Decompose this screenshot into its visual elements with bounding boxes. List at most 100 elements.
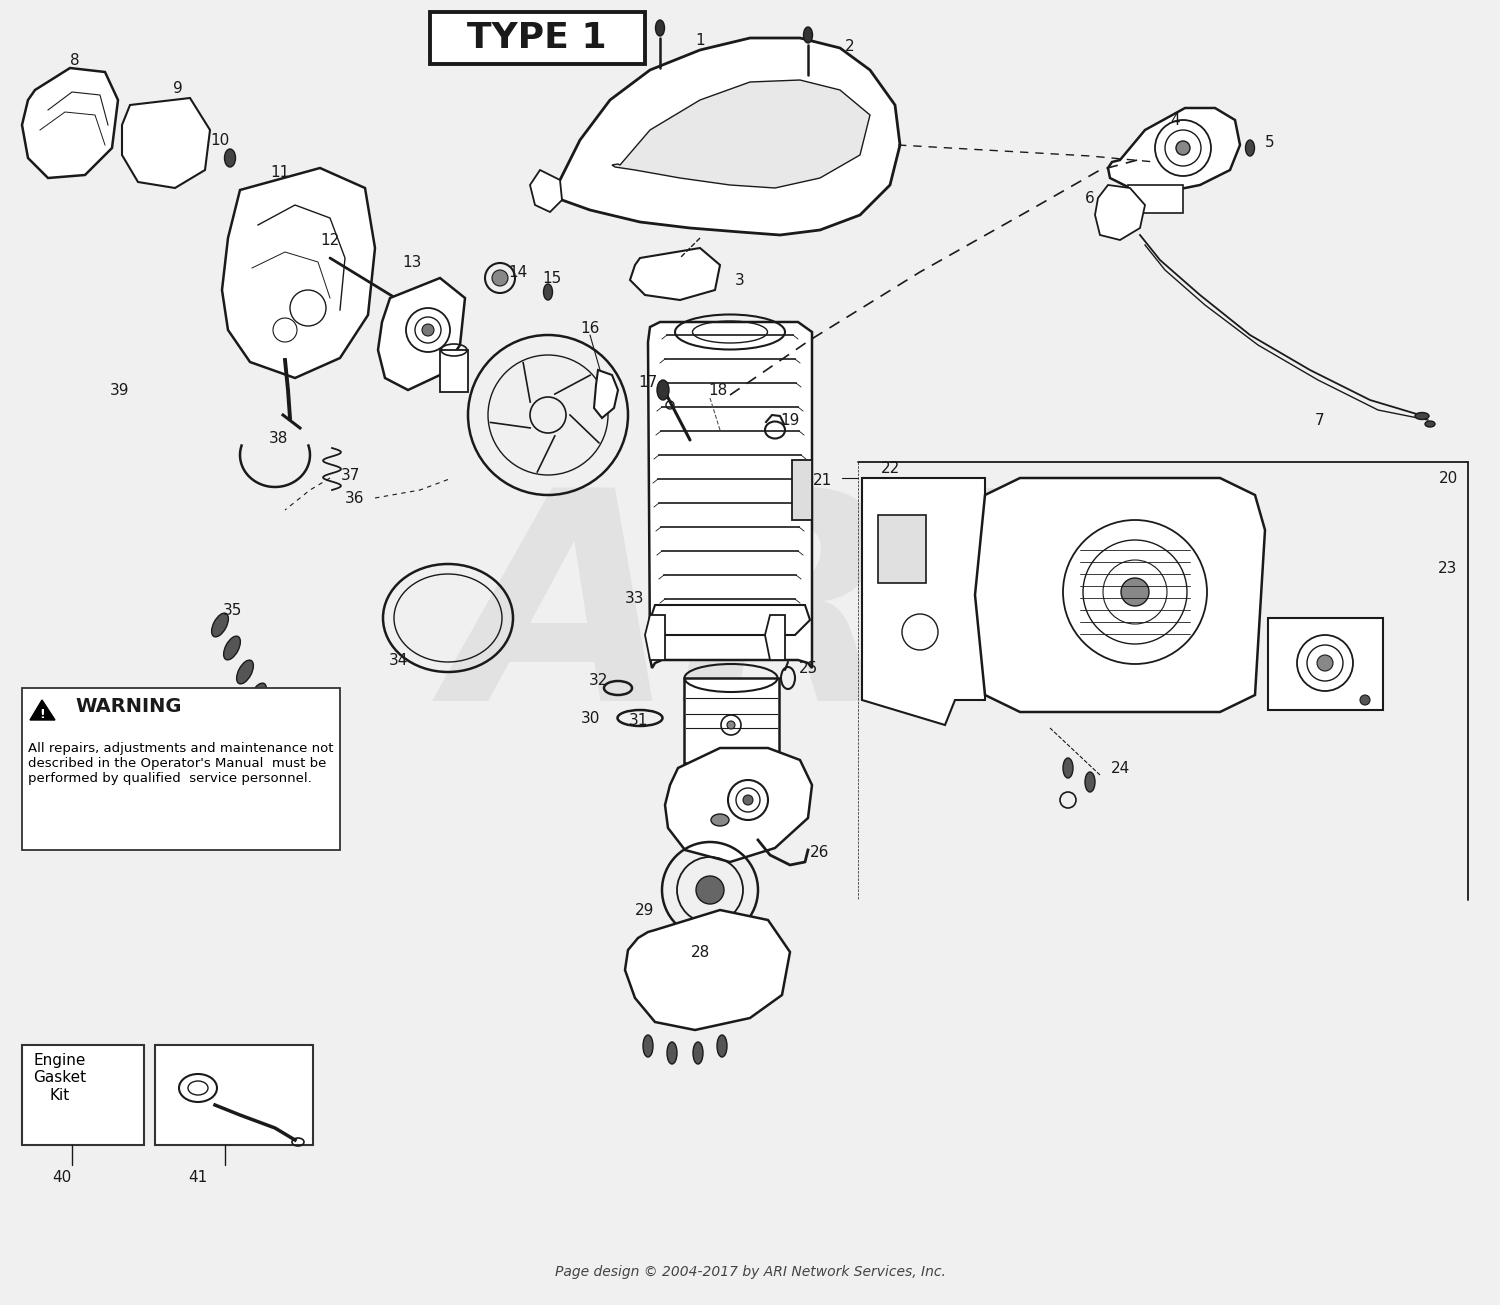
Polygon shape xyxy=(648,322,812,668)
Polygon shape xyxy=(555,38,900,235)
Text: Page design © 2004-2017 by ARI Network Services, Inc.: Page design © 2004-2017 by ARI Network S… xyxy=(555,1265,945,1279)
Text: 12: 12 xyxy=(321,232,339,248)
Text: 36: 36 xyxy=(345,491,364,505)
Text: 38: 38 xyxy=(268,431,288,445)
Bar xyxy=(22,1045,144,1144)
Text: 10: 10 xyxy=(210,133,230,147)
Bar xyxy=(684,679,778,763)
Circle shape xyxy=(1120,578,1149,606)
Bar xyxy=(154,1045,314,1144)
Text: 2: 2 xyxy=(844,39,855,54)
Polygon shape xyxy=(30,699,56,720)
Bar xyxy=(1268,619,1383,710)
Ellipse shape xyxy=(1084,773,1095,792)
Ellipse shape xyxy=(211,613,228,637)
Ellipse shape xyxy=(668,1041,676,1064)
Polygon shape xyxy=(122,98,210,188)
Text: 23: 23 xyxy=(1438,561,1458,576)
Polygon shape xyxy=(650,606,810,636)
Text: !: ! xyxy=(39,707,45,720)
Ellipse shape xyxy=(1064,758,1072,778)
Text: 29: 29 xyxy=(636,903,654,917)
Bar xyxy=(792,459,812,519)
Ellipse shape xyxy=(224,636,240,660)
Polygon shape xyxy=(630,248,720,300)
Bar xyxy=(878,515,926,583)
Text: 20: 20 xyxy=(1438,471,1458,485)
Text: 40: 40 xyxy=(53,1171,72,1185)
Text: 26: 26 xyxy=(810,844,830,860)
Bar xyxy=(430,12,645,64)
Polygon shape xyxy=(645,615,664,660)
Text: 11: 11 xyxy=(270,164,290,180)
Polygon shape xyxy=(862,478,986,726)
Ellipse shape xyxy=(225,149,236,167)
Text: ARI: ARI xyxy=(450,479,1010,762)
Text: 9: 9 xyxy=(172,81,183,95)
Ellipse shape xyxy=(717,1035,728,1057)
Ellipse shape xyxy=(644,1035,652,1057)
Polygon shape xyxy=(530,170,562,211)
Ellipse shape xyxy=(1425,422,1436,427)
Bar xyxy=(1128,185,1184,213)
Text: 39: 39 xyxy=(111,382,130,398)
Text: TYPE 1: TYPE 1 xyxy=(466,21,608,55)
Bar xyxy=(440,350,468,392)
Ellipse shape xyxy=(1360,696,1370,705)
Text: Engine
Gasket
Kit: Engine Gasket Kit xyxy=(33,1053,87,1103)
Circle shape xyxy=(1317,655,1334,671)
Ellipse shape xyxy=(237,660,254,684)
Text: 5: 5 xyxy=(1264,134,1275,150)
Ellipse shape xyxy=(543,284,552,300)
Ellipse shape xyxy=(711,814,729,826)
Text: 34: 34 xyxy=(388,652,408,667)
Text: 7: 7 xyxy=(1316,412,1324,428)
Text: All repairs, adjustments and maintenance not
described in the Operator's Manual : All repairs, adjustments and maintenance… xyxy=(28,743,333,786)
Polygon shape xyxy=(22,68,118,177)
Text: WARNING: WARNING xyxy=(75,697,182,715)
Circle shape xyxy=(492,270,508,286)
Polygon shape xyxy=(975,478,1264,713)
Text: 3: 3 xyxy=(735,273,746,287)
Text: 17: 17 xyxy=(639,375,657,389)
Text: 25: 25 xyxy=(798,660,818,676)
Ellipse shape xyxy=(657,380,669,401)
Text: 14: 14 xyxy=(509,265,528,279)
Text: 13: 13 xyxy=(402,254,422,270)
Polygon shape xyxy=(626,910,790,1030)
Ellipse shape xyxy=(693,1041,703,1064)
Text: 30: 30 xyxy=(580,710,600,726)
Polygon shape xyxy=(222,168,375,378)
Polygon shape xyxy=(1108,108,1240,192)
Text: 18: 18 xyxy=(708,382,728,398)
Circle shape xyxy=(422,324,434,335)
Text: 35: 35 xyxy=(222,603,242,617)
Text: 41: 41 xyxy=(189,1171,207,1185)
Bar xyxy=(22,688,341,850)
Text: 28: 28 xyxy=(690,945,709,959)
Circle shape xyxy=(742,795,753,805)
Polygon shape xyxy=(765,615,784,660)
Text: 21: 21 xyxy=(813,472,831,488)
Circle shape xyxy=(728,720,735,729)
Polygon shape xyxy=(664,748,812,863)
Ellipse shape xyxy=(656,20,664,37)
Polygon shape xyxy=(594,371,618,418)
Text: 31: 31 xyxy=(628,713,648,727)
Polygon shape xyxy=(378,278,465,390)
Text: 33: 33 xyxy=(626,590,645,606)
Ellipse shape xyxy=(1414,412,1430,419)
Polygon shape xyxy=(1095,185,1144,240)
Text: 15: 15 xyxy=(543,270,561,286)
Ellipse shape xyxy=(804,27,813,43)
Text: 16: 16 xyxy=(580,321,600,335)
Text: 4: 4 xyxy=(1170,112,1180,128)
Text: 22: 22 xyxy=(880,461,900,475)
Text: 19: 19 xyxy=(780,412,800,428)
Ellipse shape xyxy=(249,683,267,707)
Circle shape xyxy=(696,876,724,904)
Text: 32: 32 xyxy=(588,672,608,688)
Text: 8: 8 xyxy=(70,52,80,68)
Text: 1: 1 xyxy=(694,33,705,47)
Circle shape xyxy=(1176,141,1190,155)
